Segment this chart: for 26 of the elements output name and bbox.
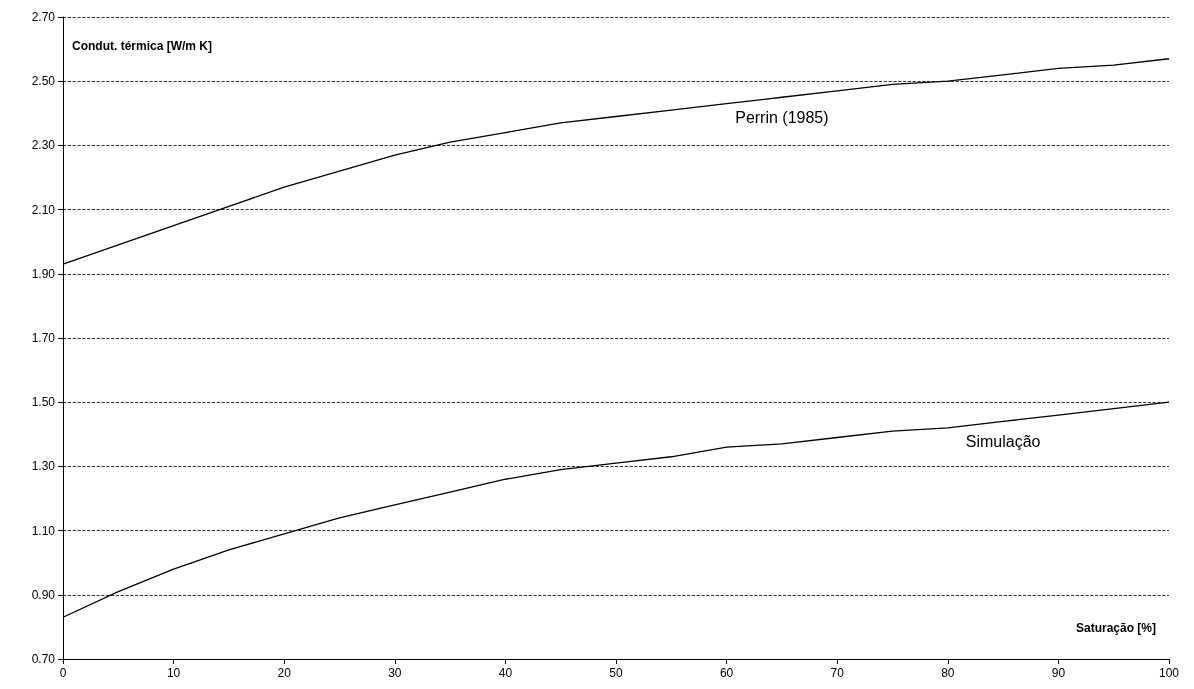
x-tick-label: 50 bbox=[609, 666, 623, 680]
x-tick-label: 80 bbox=[941, 666, 955, 680]
y-tick-label: 2.50 bbox=[31, 74, 56, 89]
y-tick-label: 1.10 bbox=[31, 523, 56, 538]
x-tick-label: 70 bbox=[830, 666, 845, 680]
y-tick-label: 2.70 bbox=[31, 10, 56, 24]
y-tick-label: 0.70 bbox=[31, 652, 56, 666]
y-tick-label: 2.30 bbox=[31, 138, 56, 153]
x-tick-label: 100 bbox=[1158, 666, 1180, 680]
y-tick-label: 0.90 bbox=[31, 587, 56, 602]
series-label: Simulação bbox=[965, 432, 1041, 450]
x-tick-label: 0 bbox=[59, 666, 67, 680]
x-tick-label: 40 bbox=[498, 666, 513, 680]
y-tick-label: 1.90 bbox=[31, 266, 56, 281]
y-tick-label: 1.30 bbox=[31, 459, 56, 474]
x-tick-label: 30 bbox=[388, 666, 402, 680]
x-tick-label: 10 bbox=[166, 666, 181, 680]
x-tick-label: 90 bbox=[1051, 666, 1066, 680]
y-tick-label: 1.70 bbox=[31, 331, 56, 345]
y-tick-label: 2.10 bbox=[31, 202, 56, 217]
y-tick-label: 1.50 bbox=[31, 395, 56, 410]
x-tick-label: 60 bbox=[719, 666, 734, 680]
y-axis-title: Condut. térmica [W/m K] bbox=[72, 39, 212, 53]
x-axis-title: Saturação [%] bbox=[1075, 621, 1157, 635]
series-label: Perrin (1985) bbox=[735, 108, 829, 126]
x-tick-label: 20 bbox=[277, 666, 292, 680]
